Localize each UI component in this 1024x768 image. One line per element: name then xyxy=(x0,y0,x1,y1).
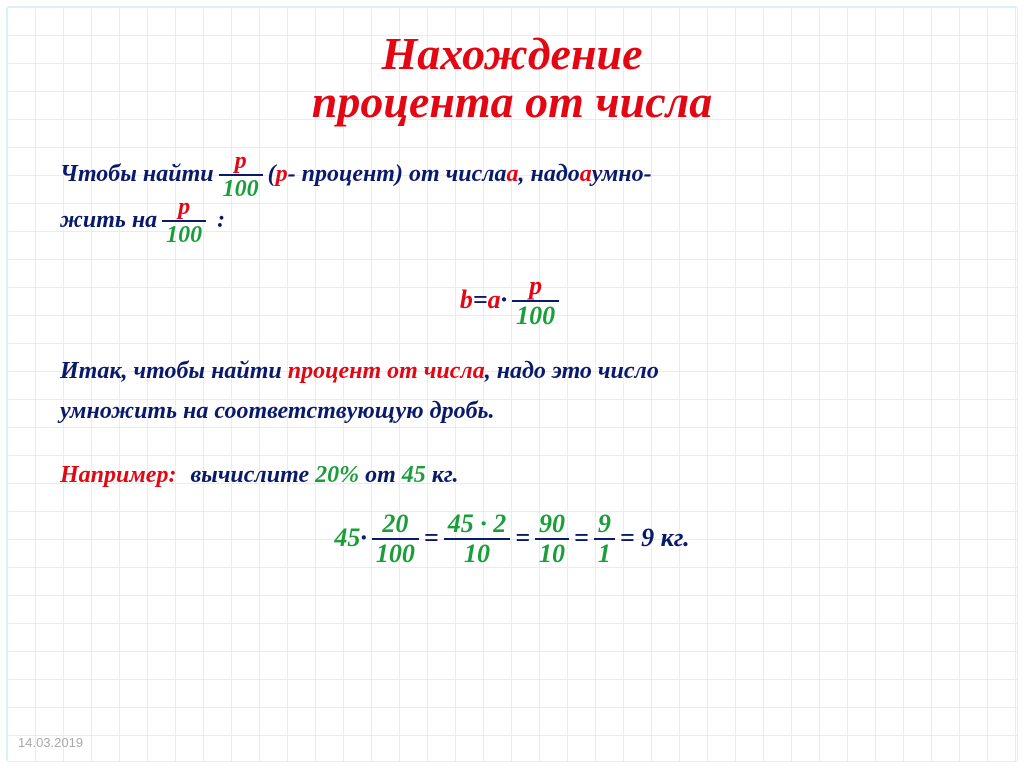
fraction: 90 10 xyxy=(535,511,569,567)
main-formula: b = a · p 100 xyxy=(60,273,964,329)
slide-content: Нахождение процента от числа Чтобы найти… xyxy=(0,0,1024,567)
var-a: a xyxy=(580,149,592,199)
denominator: 10 xyxy=(535,540,569,567)
title-line2: процента от числа xyxy=(312,76,712,127)
colon: : xyxy=(217,195,225,245)
denominator: 10 xyxy=(460,540,494,567)
text: вычислите xyxy=(190,462,315,488)
text: умножить на соответствующую дробь. xyxy=(60,398,495,424)
percent-value: 20% xyxy=(315,462,359,488)
example-label: Например: xyxy=(60,462,176,488)
dot: · xyxy=(501,273,508,328)
num: 45 xyxy=(334,511,360,566)
equals: = xyxy=(574,511,589,566)
text: Чтобы найти xyxy=(60,149,214,199)
title-line1: Нахождение xyxy=(381,28,642,79)
calculation: 45 · 20 100 = 45 · 2 10 = 90 10 = 9 xyxy=(60,511,964,567)
result: = 9 кг. xyxy=(620,511,690,566)
denominator: 1 xyxy=(594,540,615,567)
numerator: 20 xyxy=(378,511,412,538)
text: - процент) от числа xyxy=(288,149,507,199)
fraction: 20 100 xyxy=(372,511,419,567)
fraction: 45 · 2 10 xyxy=(444,511,511,567)
highlight: процент от числа xyxy=(288,358,485,384)
denominator: 100 xyxy=(512,302,559,329)
numerator: p xyxy=(174,195,194,220)
var-b: b xyxy=(460,273,473,328)
numerator: 45 · 2 xyxy=(444,511,511,538)
numerator: p xyxy=(231,149,251,174)
dot: · xyxy=(360,511,367,566)
fraction-p-100: p 100 xyxy=(219,149,263,201)
numerator: 90 xyxy=(535,511,569,538)
intro-line1: Чтобы найти p 100 ( p - процент) от числ… xyxy=(60,149,964,201)
text: Итак, чтобы найти xyxy=(60,358,288,384)
equals: = xyxy=(473,273,488,328)
rule-text: Итак, чтобы найти процент от числа, надо… xyxy=(60,351,964,433)
numerator: p xyxy=(525,273,546,300)
fraction-p-100: p 100 xyxy=(512,273,559,329)
text: жить на xyxy=(60,195,157,245)
denominator: 100 xyxy=(162,222,206,247)
footer-date: 14.03.2019 xyxy=(18,735,83,750)
text: кг. xyxy=(426,462,459,488)
intro-line2: жить на p 100 : xyxy=(60,195,964,247)
slide-title: Нахождение процента от числа xyxy=(60,30,964,127)
example-line: Например: вычислите 20% от 45 кг. xyxy=(60,450,964,500)
text: от xyxy=(359,462,402,488)
fraction: 9 1 xyxy=(594,511,615,567)
equals: = xyxy=(515,511,530,566)
text: , надо это число xyxy=(485,358,659,384)
denominator: 100 xyxy=(219,176,263,201)
text: , надо xyxy=(519,149,580,199)
text: ( xyxy=(268,149,276,199)
equals: = xyxy=(424,511,439,566)
text: умно- xyxy=(592,149,652,199)
mass-value: 45 xyxy=(402,462,426,488)
fraction-p-100: p 100 xyxy=(162,195,206,247)
denominator: 100 xyxy=(372,540,419,567)
var-a: a xyxy=(507,149,519,199)
var-p: p xyxy=(276,149,288,199)
numerator: 9 xyxy=(594,511,615,538)
var-a: a xyxy=(488,273,501,328)
